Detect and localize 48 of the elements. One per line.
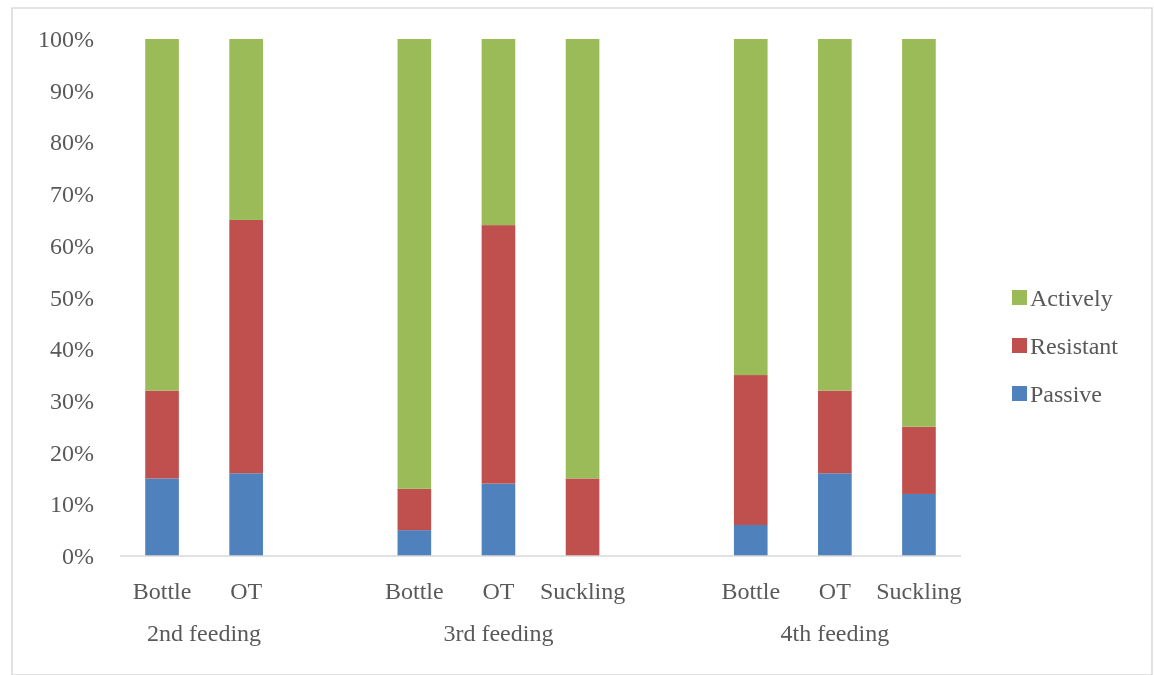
bar xyxy=(481,39,516,226)
bar xyxy=(902,426,936,494)
bar xyxy=(902,493,936,556)
y-tick-label: 80% xyxy=(50,129,94,156)
x-tick-label: OT xyxy=(482,578,515,604)
x-tick-label: OT xyxy=(818,578,852,604)
bar xyxy=(145,390,179,479)
bar xyxy=(397,530,432,556)
legend-label: Actively xyxy=(1030,285,1113,311)
text: 3rd feeding xyxy=(443,620,554,646)
text: 2nd feeding xyxy=(147,620,262,646)
y-tick-label: 100% xyxy=(38,26,94,52)
x-tick-label: Bottle xyxy=(385,578,444,604)
bar xyxy=(818,473,852,556)
x-tick-label: Bottle xyxy=(721,578,781,604)
y-tick-label: 30% xyxy=(50,387,94,414)
bar xyxy=(733,39,768,376)
bar xyxy=(397,39,432,489)
bar xyxy=(733,524,768,556)
y-tick-label: 40% xyxy=(50,336,94,363)
x-tick-label: OT xyxy=(230,578,263,604)
y-tick-label: 10% xyxy=(50,491,94,518)
bar xyxy=(818,390,852,474)
y-tick-label: 70% xyxy=(50,181,94,208)
legend-label: Resistant xyxy=(1030,333,1119,359)
bar xyxy=(229,219,263,474)
bar xyxy=(229,39,263,220)
bar xyxy=(481,225,516,484)
x-tick-label: Suckling xyxy=(876,578,962,604)
bar xyxy=(145,478,179,556)
legend-label: Passive xyxy=(1030,381,1102,407)
bar xyxy=(145,39,179,391)
bar xyxy=(565,478,600,556)
bar xyxy=(818,39,852,391)
text: 4th feeding xyxy=(780,620,890,646)
y-tick-label: 90% xyxy=(50,77,94,104)
y-tick-label: 20% xyxy=(50,439,94,466)
bar xyxy=(481,483,516,556)
x-tick-label: Bottle xyxy=(132,578,192,604)
bar xyxy=(565,39,600,479)
y-tick-label: 0% xyxy=(62,543,94,569)
bar xyxy=(397,488,432,531)
x-tick-label: Suckling xyxy=(539,578,626,604)
bar xyxy=(229,473,263,556)
y-tick-label: 60% xyxy=(50,232,94,259)
bar xyxy=(902,39,936,427)
y-tick-label: 50% xyxy=(50,284,94,311)
bar xyxy=(733,375,768,525)
